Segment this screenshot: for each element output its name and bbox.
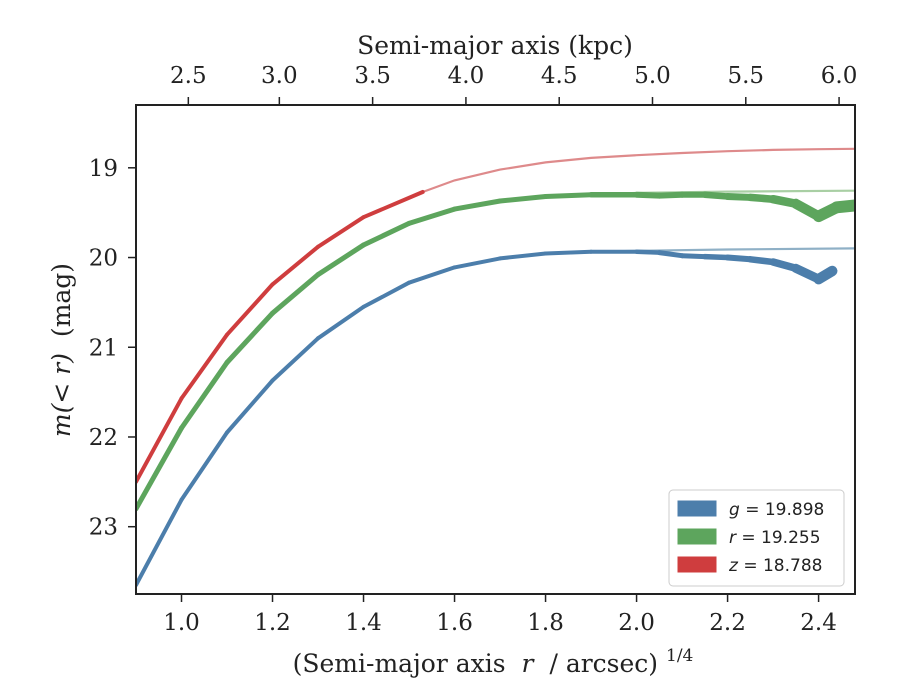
data-segment-g <box>813 265 838 285</box>
y-tick-label: 22 <box>89 425 118 451</box>
y-axis-title: m(< r) (mag) <box>47 263 76 437</box>
x-tick-label: 1.4 <box>345 610 382 636</box>
x-axis-title-unit: / arcsec) <box>549 649 658 678</box>
data-band-g <box>136 249 838 587</box>
data-segment-g <box>634 249 662 255</box>
data-segment-g <box>225 378 275 435</box>
data-segment-g <box>136 497 184 587</box>
data-segment-r <box>361 220 412 248</box>
data-segment-g <box>724 254 754 263</box>
top-x-tick-label: 3.5 <box>354 63 391 89</box>
plot-area: 1.0 1.2 1.4 1.6 1.8 2.0 2.2 2.4 2.5 3.0 3.5 4.0 4.5 5… <box>89 63 858 636</box>
legend: g = 19.898 r = 19.255 z = 18.788 <box>668 489 845 587</box>
y-tick-label: 20 <box>89 246 118 272</box>
data-segment-z <box>316 215 366 249</box>
data-segment-r <box>224 310 275 365</box>
data-segment-r <box>452 198 503 212</box>
data-segment-g <box>316 304 366 341</box>
data-segment-z <box>136 396 184 484</box>
x-tick-label: 1.0 <box>163 610 200 636</box>
top-x-tick-label: 6.0 <box>821 63 858 89</box>
data-segment-g <box>498 251 548 261</box>
data-band-r <box>136 191 855 512</box>
top-axis-title: Semi-major axis (kpc) <box>357 31 633 60</box>
data-segment-r <box>633 191 663 199</box>
plot-frame <box>135 104 856 595</box>
data-segment-r <box>656 191 686 199</box>
data-segment-g <box>361 280 411 309</box>
data-segment-g <box>270 336 320 383</box>
data-segment-z <box>361 190 425 220</box>
legend-swatch-r <box>677 528 717 545</box>
top-x-tick-label: 5.0 <box>634 63 671 89</box>
x-tick-label: 2.4 <box>800 610 837 636</box>
x-axis-title: (Semi-major axis r / arcsec) 1/4 <box>293 646 694 678</box>
legend-swatch-z <box>677 556 717 573</box>
top-x-tick-label: 3.0 <box>261 63 298 89</box>
x-tick-label: 2.0 <box>618 610 655 636</box>
data-segment-g <box>452 256 503 270</box>
data-segment-r <box>136 425 184 512</box>
x-tick-label: 1.2 <box>254 610 291 636</box>
data-segment-g <box>702 253 731 261</box>
top-x-tick-label: 5.5 <box>727 63 764 89</box>
x-tick-label: 1.6 <box>436 610 473 636</box>
data-segment-r <box>270 272 321 316</box>
x-axis-title-base: (Semi-major axis <box>293 649 506 678</box>
data-segment-z <box>179 332 229 401</box>
data-band-z <box>136 190 425 484</box>
legend-label-z: z = 18.788 <box>728 556 822 576</box>
y-tick-label: 23 <box>89 515 118 541</box>
y-axis-title-var: m(< r) <box>47 353 76 437</box>
x-axis-title-exp: 1/4 <box>666 646 693 666</box>
y-axis-title-unit: (mag) <box>47 263 76 337</box>
legend-swatch-g <box>677 500 717 517</box>
data-segment-g <box>179 430 229 502</box>
data-segment-r <box>724 193 754 201</box>
data-segment-z <box>225 282 275 337</box>
data-segment-r <box>701 191 731 200</box>
data-segment-g <box>679 253 708 260</box>
top-x-tick-label: 4.5 <box>541 63 578 89</box>
top-x-tick-label: 2.5 <box>170 63 207 89</box>
data-segment-g <box>407 265 457 285</box>
curves <box>136 147 855 587</box>
model-line-z <box>422 147 855 194</box>
x-tick-label: 2.2 <box>709 610 746 636</box>
data-segment-r <box>497 194 549 204</box>
data-segment-r <box>406 206 457 226</box>
data-segment-g <box>656 250 685 259</box>
data-segment-r <box>830 199 855 214</box>
top-x-tick-label: 4.0 <box>448 63 485 89</box>
legend-label-r: r = 19.255 <box>729 528 821 548</box>
data-segment-g <box>543 249 594 256</box>
data-segment-g <box>747 256 777 266</box>
x-tick-label: 1.8 <box>527 610 564 636</box>
data-segment-r <box>179 360 230 431</box>
legend-label-g: g = 19.898 <box>729 500 824 520</box>
y-tick-label: 21 <box>89 335 118 361</box>
data-segment-r <box>315 242 366 278</box>
y-tick-label: 19 <box>89 156 118 182</box>
x-axis-title-var: r <box>522 649 536 678</box>
data-segment-z <box>270 244 320 287</box>
data-segment-r <box>543 192 594 199</box>
